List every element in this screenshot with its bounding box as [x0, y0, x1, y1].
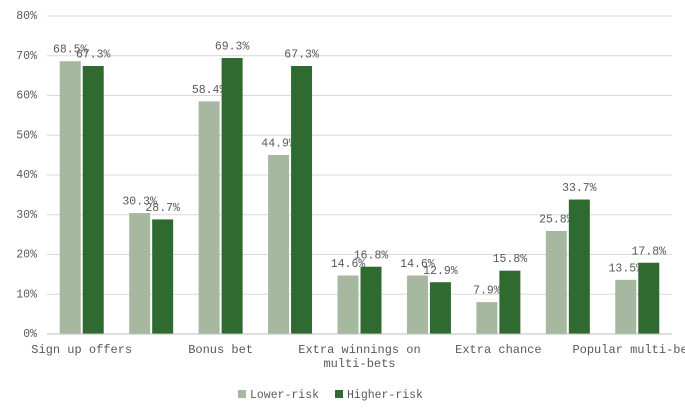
data-label: 16.8% — [354, 249, 389, 262]
bar — [499, 270, 521, 335]
bar — [638, 262, 660, 335]
bar — [198, 101, 220, 335]
bar — [59, 61, 81, 335]
bar — [82, 65, 104, 335]
bar — [337, 275, 359, 335]
x-tick-label: Sign up offers — [31, 343, 133, 357]
x-tick-label: Popular multi-bets — [572, 343, 685, 357]
bar — [615, 279, 637, 335]
x-tick-label: Extra chance — [455, 343, 542, 357]
legend-swatch — [335, 390, 344, 398]
x-tick-label: Extra winnings on multi-bets — [298, 343, 421, 371]
data-label: 17.8% — [632, 245, 667, 258]
y-tick-label: 80% — [16, 10, 37, 23]
y-tick-label: 20% — [16, 249, 37, 262]
data-label: 68.5% — [53, 44, 88, 57]
data-label: 28.7% — [145, 202, 180, 215]
legend-label: Lower-risk — [250, 389, 319, 402]
x-tick-label: Bonus bet — [188, 343, 254, 357]
bar — [129, 213, 151, 335]
data-label: 25.8% — [539, 213, 574, 226]
bar — [545, 230, 567, 335]
data-label: 33.7% — [562, 182, 597, 195]
data-label: 67.3% — [284, 49, 319, 62]
bar — [221, 58, 243, 335]
bar — [406, 275, 428, 335]
bar — [152, 219, 174, 335]
data-label: 58.4% — [192, 84, 227, 97]
bar — [268, 155, 290, 335]
legend-label: Higher-risk — [347, 389, 423, 402]
data-label: 44.9% — [261, 138, 296, 151]
bar — [568, 199, 590, 335]
bar — [360, 266, 382, 335]
data-label: 12.9% — [423, 265, 458, 278]
data-label: 67.3% — [76, 49, 111, 62]
y-tick-label: 50% — [16, 129, 37, 142]
data-label: 30.3% — [122, 196, 157, 209]
data-label: 15.8% — [493, 253, 528, 266]
y-tick-label: 30% — [16, 209, 37, 222]
bar — [476, 302, 498, 335]
bar — [429, 282, 451, 335]
legend-swatch — [238, 390, 246, 398]
y-tick-label: 70% — [16, 50, 37, 63]
y-tick-label: 40% — [16, 169, 37, 182]
data-label: 69.3% — [215, 41, 250, 54]
data-label: 13.5% — [609, 262, 644, 275]
y-tick-label: 0% — [23, 328, 37, 341]
data-label: 7.9% — [473, 285, 501, 298]
data-label: 14.6% — [331, 258, 366, 271]
bar — [291, 65, 313, 335]
y-tick-label: 10% — [16, 288, 37, 301]
data-label: 14.6% — [400, 258, 435, 271]
y-tick-label: 60% — [16, 90, 37, 103]
